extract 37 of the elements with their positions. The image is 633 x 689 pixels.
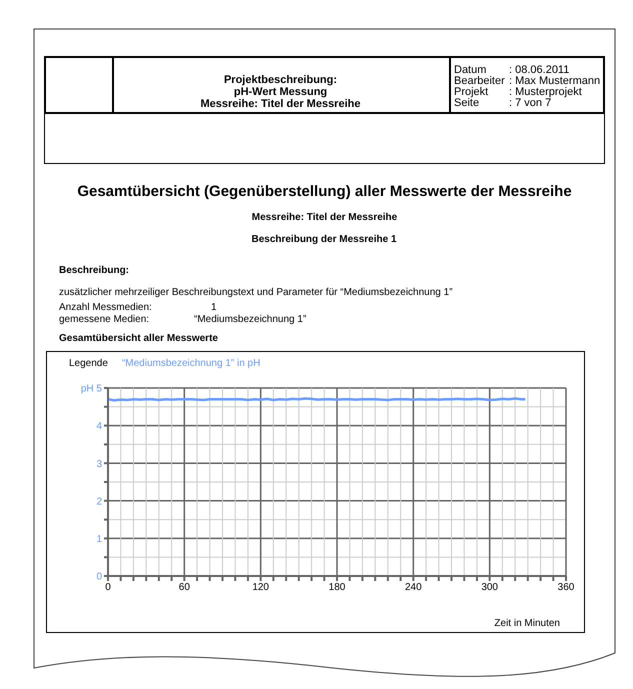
y-tick-label: 0: [96, 572, 102, 583]
text: Projekt: [454, 86, 488, 98]
text: 1: [211, 302, 217, 314]
x-tick-label: 300: [481, 582, 498, 594]
text: Gesamtübersicht aller Messwerte: [59, 333, 218, 345]
text: : Musterprojekt: [509, 86, 582, 98]
text: “Mediumsbezeichnung 1” in pH: [122, 358, 260, 371]
text: gemessene Medien:: [59, 314, 150, 326]
text: Datum: [454, 64, 486, 76]
x-tick-label: 120: [252, 582, 270, 594]
y-tick-label: pH 5: [80, 384, 102, 395]
text: Projektbeschreibung:: [222, 74, 338, 86]
text: : Max Mustermann: [509, 75, 600, 87]
text: Beschreibung der Messreihe 1: [250, 234, 398, 246]
y-tick-label: 4: [96, 421, 102, 432]
text: pH-Wert Messung: [232, 86, 328, 98]
text: Bearbeiter: [454, 75, 505, 87]
y-tick-label: 3: [96, 458, 102, 470]
x-tick-label: 60: [178, 582, 190, 594]
text: : 7 von 7: [509, 97, 552, 109]
x-tick-label: 360: [558, 582, 575, 594]
x-tick-label: 240: [404, 582, 422, 594]
text: zusätzlicher mehrzeiliger Beschreibungstext und Parameter für “Mediumsbezeichnung 1”: [59, 287, 453, 299]
text: Messreihe: Titel der Messreihe: [200, 98, 362, 110]
text: Anzahl Messmedien:: [59, 302, 152, 314]
x-tick-label: 180: [328, 582, 346, 594]
y-tick-label: 2: [96, 496, 102, 508]
legend-title: Legende: [69, 358, 108, 369]
x-tick-label: 0: [105, 582, 112, 594]
y-tick-label: 1: [96, 534, 102, 545]
chart-subtitle: Messreihe: Titel der Messreihe: [250, 212, 398, 223]
text: Seite: [454, 97, 480, 109]
text: : 08.06.2011: [509, 64, 570, 76]
x-axis-title: Zeit in Minuten: [494, 618, 560, 629]
chart-title: Gesamtübersicht (Gegenüberstellung) aller Messwerte der Messreihe: [76, 183, 573, 200]
text: “Mediumsbezeichnung 1”: [194, 314, 306, 326]
text: Beschreibung:: [59, 265, 130, 277]
